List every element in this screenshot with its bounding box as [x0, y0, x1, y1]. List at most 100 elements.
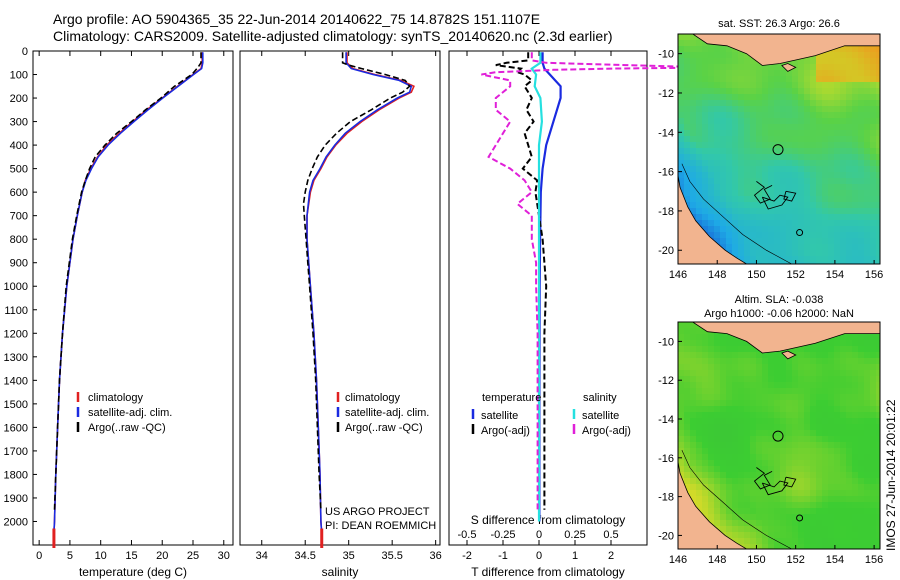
map_sst-cell [792, 106, 799, 113]
map_sla-cell [720, 412, 727, 419]
map_sst-cell [822, 172, 829, 179]
map_sst-cell [738, 220, 745, 227]
map_sst-cell [858, 172, 865, 179]
map_sla-cell [858, 334, 865, 341]
map_sla-cell [870, 424, 877, 431]
map_sst-cell [876, 250, 880, 257]
map_sla-cell [714, 382, 721, 389]
temperature-ytick-label: 700 [10, 211, 28, 223]
map_sst-reef-outline [783, 190, 797, 202]
map_sst-cell [732, 106, 739, 113]
map_sst-cell [750, 172, 757, 179]
temp-legend-label: Argo(..raw -QC) [88, 422, 166, 434]
map_sst-cell [846, 214, 853, 221]
map_sst-cell [738, 106, 745, 113]
map_sst-cell [762, 142, 769, 149]
map_sst-cell [810, 244, 817, 251]
map_sla-cell [816, 430, 823, 437]
map_sla-cell [726, 412, 733, 419]
map_sla-cell [846, 478, 853, 485]
map_sst-cell [768, 124, 775, 131]
map_sst-cell [678, 142, 685, 149]
map_sst-cell [684, 154, 691, 161]
map_sla-cell [858, 448, 865, 455]
map_sst-cell [744, 196, 751, 203]
map_sst-cell [822, 58, 829, 65]
map_sla-cell [702, 340, 709, 347]
map_sla-cell [726, 484, 733, 491]
map_sla-cell [870, 412, 877, 419]
map_sla-cell [864, 352, 871, 359]
map_sla-cell [702, 400, 709, 407]
map_sla-cell [864, 364, 871, 371]
map_sla-cell [714, 346, 721, 353]
map_sla-cell [798, 388, 805, 395]
map_sst-cell [732, 244, 739, 251]
map_sla-cell [864, 490, 871, 497]
map_sst-cell [798, 190, 805, 197]
map_sst-cell [810, 214, 817, 221]
map_sst-cell [786, 88, 793, 95]
map_sla-cell [792, 514, 799, 521]
map_sst-cell [726, 178, 733, 185]
map_sla-cell [810, 466, 817, 473]
map_sla-cell [732, 472, 739, 479]
difference-panel: -2 -1 0 1 2T difference from climatology-0.5… [448, 50, 712, 579]
map_sla-cell [798, 430, 805, 437]
map_sla-cell [834, 526, 841, 533]
map_sla-cell [732, 532, 739, 539]
map_sla-cell [858, 532, 865, 539]
map_sst-cell [816, 70, 823, 77]
map_sla-cell [864, 430, 871, 437]
map_sst-cell [858, 166, 865, 173]
map_sla-cell [876, 478, 880, 485]
map_sst-cell [780, 88, 787, 95]
map_sst-cell [726, 112, 733, 119]
map_sst-cell [804, 82, 811, 89]
map_sst-cell [714, 136, 721, 143]
map_sla-cell [762, 412, 769, 419]
map_sla-cell [714, 388, 721, 395]
map_sst-cell [678, 184, 685, 191]
map_sla-cell [744, 514, 751, 521]
map_sst-cell [870, 136, 877, 143]
map_sla-cell [822, 490, 829, 497]
map_sla-cell [834, 382, 841, 389]
sal-legend-label: satellite-adj. clim. [345, 407, 429, 419]
map_sla-cell [876, 376, 880, 383]
map_sst-cell [816, 76, 823, 83]
map_sla-cell [792, 406, 799, 413]
map_sst-cell [786, 208, 793, 215]
map_sla-cell [780, 376, 787, 383]
map_sst-cell [696, 112, 703, 119]
sal-argo-line [302, 52, 411, 510]
map_sst-cell [690, 142, 697, 149]
map_sla-cell [690, 442, 697, 449]
map_sla-cell [858, 370, 865, 377]
map_sst-cell [786, 160, 793, 167]
map_sla-cell [750, 400, 757, 407]
map_sst-cell [780, 94, 787, 101]
map_sst-cell [750, 190, 757, 197]
map_sla-title: Altim. SLA: -0.038 [735, 294, 824, 306]
map_sst-cell [864, 88, 871, 95]
temp-legend-label: climatology [88, 392, 144, 404]
map_sla-cell [798, 514, 805, 521]
map_sst-cell [804, 178, 811, 185]
map_sst-cell [798, 100, 805, 107]
map_sla-cell [708, 388, 715, 395]
map_sst-cell [702, 172, 709, 179]
map_sla-cell [774, 532, 781, 539]
map_sla-reef-outline [783, 476, 797, 488]
map_sst-cell [684, 160, 691, 167]
map_sla-cell [750, 352, 757, 359]
map_sla-cell [810, 454, 817, 461]
map_sst-cell [774, 94, 781, 101]
map_sla-cell [684, 430, 691, 437]
map_sla-cell [756, 544, 763, 549]
map_sla-ytick-label: -16 [658, 453, 674, 465]
map_sla-cell [846, 424, 853, 431]
map_sst-cell [774, 160, 781, 167]
map_sla-cell [768, 454, 775, 461]
map_sla-cell [696, 472, 703, 479]
